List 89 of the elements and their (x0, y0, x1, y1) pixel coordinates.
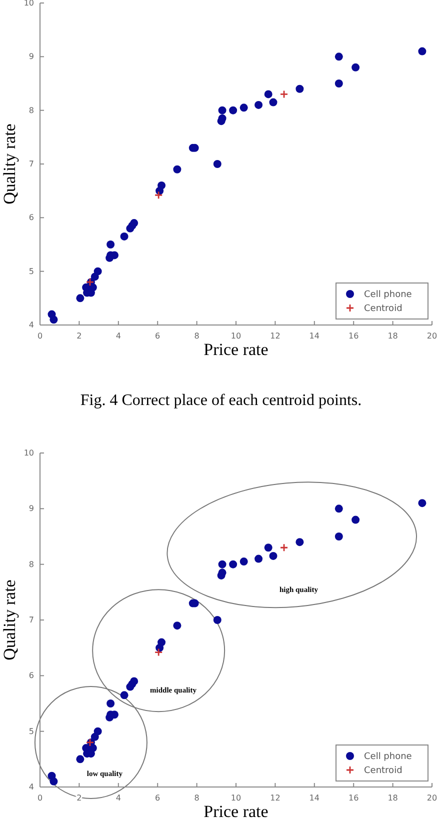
point (50, 316, 58, 324)
point (418, 499, 426, 508)
point (352, 63, 360, 72)
x-tick-label: 2 (76, 332, 82, 341)
point (154, 648, 163, 656)
x-tick-label: 10 (230, 794, 242, 803)
point (296, 538, 304, 546)
x-tick-label: 8 (194, 332, 200, 341)
legend-label: Cell phone (364, 290, 412, 300)
point (213, 616, 222, 624)
point (130, 219, 138, 228)
point (418, 47, 426, 56)
y-tick-label: 5 (28, 266, 34, 276)
point (334, 52, 343, 61)
point (334, 504, 343, 513)
x-tick-label: 6 (155, 332, 160, 341)
y-tick-label: 6 (28, 671, 34, 680)
point (158, 638, 166, 646)
point (240, 104, 248, 112)
x-tick-label: 18 (388, 332, 398, 341)
x-tick-label: 0 (37, 332, 43, 341)
point (254, 100, 263, 109)
point (218, 106, 226, 114)
y-tick-label: 9 (28, 52, 34, 62)
point (120, 232, 128, 240)
point (76, 294, 84, 302)
point (173, 165, 182, 174)
point (334, 532, 343, 540)
y-axis-title: Quality rate (0, 580, 19, 660)
point (218, 114, 226, 122)
point (269, 98, 278, 106)
point (76, 755, 84, 764)
point (130, 677, 138, 686)
point (94, 267, 102, 276)
y-tick-label: 10 (24, 0, 34, 8)
x-axis-title: Price rate (204, 340, 268, 359)
point (296, 84, 304, 93)
point (334, 80, 343, 88)
point (106, 240, 115, 248)
y-tick-label: 4 (28, 782, 34, 792)
point (352, 516, 360, 524)
y-tick-label: 9 (28, 504, 34, 514)
y-tick-label: 5 (28, 726, 34, 736)
point (240, 558, 248, 566)
y-tick-label: 7 (28, 616, 34, 625)
point (229, 560, 238, 568)
x-tick-label: 14 (309, 794, 320, 803)
caption: Fig. 4 Correct place of each centroid points. (80, 392, 362, 409)
point (280, 543, 288, 552)
x-tick-label: 12 (270, 794, 280, 803)
y-axis-title: Quality rate (0, 124, 19, 204)
legend-label: Centroid (364, 304, 402, 314)
point (50, 777, 58, 786)
point (254, 554, 263, 563)
x-tick-label: 16 (348, 332, 359, 341)
x-tick-label: 20 (426, 794, 438, 803)
x-tick-label: 18 (388, 794, 398, 803)
x-tick-label: 10 (230, 332, 242, 341)
point (154, 190, 163, 200)
point (120, 691, 128, 700)
y-tick-label: 6 (28, 213, 34, 222)
point (264, 90, 272, 98)
x-axis-title: Price rate (204, 802, 268, 821)
point (106, 700, 115, 708)
y-tick-label: 8 (28, 560, 34, 569)
x-tick-label: 20 (426, 332, 438, 341)
y-tick-label: 8 (28, 106, 34, 115)
point (213, 160, 222, 168)
x-tick-label: 14 (309, 332, 320, 341)
point (173, 622, 182, 630)
legend-label: Centroid (364, 766, 402, 776)
point (269, 552, 278, 560)
point (280, 90, 288, 98)
point (218, 560, 226, 568)
point (264, 544, 272, 552)
y-tick-label: 7 (28, 160, 34, 169)
point (94, 727, 102, 736)
legend-label: Cell phone (364, 752, 412, 762)
x-tick-label: 8 (194, 794, 200, 803)
x-tick-label: 6 (155, 794, 160, 803)
x-tick-label: 16 (348, 794, 359, 803)
y-tick-label: 10 (24, 448, 34, 458)
x-tick-label: 12 (270, 332, 280, 341)
x-tick-label: 4 (116, 794, 121, 803)
point (229, 106, 238, 114)
x-tick-label: 4 (116, 332, 121, 341)
x-tick-label: 0 (37, 794, 43, 803)
y-tick-label: 4 (28, 320, 34, 330)
point (158, 181, 166, 190)
